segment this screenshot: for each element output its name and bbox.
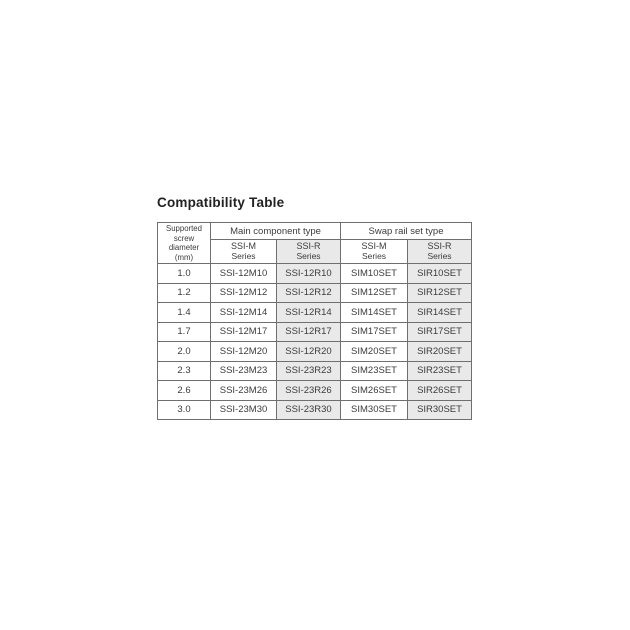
cell-swap-ssi-m: SIM17SET (340, 321, 408, 342)
column-header-line1: SSI-R (296, 241, 321, 252)
cell-main-ssi-r: SSI-12R10 (276, 263, 341, 284)
cell-diameter: 2.3 (157, 360, 211, 381)
cell-swap-ssi-r: SIR30SET (406, 399, 473, 420)
cell-main-ssi-r: SSI-12R20 (276, 341, 341, 362)
cell-main-ssi-r: SSI-23R23 (276, 360, 341, 381)
cell-swap-ssi-m: SIM23SET (340, 360, 408, 381)
cell-diameter: 1.7 (157, 321, 211, 342)
cell-swap-ssi-r: SIR23SET (406, 360, 473, 381)
group-header-row: Supported screw diameter (mm) Main compo… (157, 222, 473, 264)
group-header-swap-rail-set-type: Swap rail set type (339, 222, 473, 240)
subheader-row: SSI-M Series SSI-R Series SSI-M Series S… (158, 239, 473, 264)
cell-swap-ssi-m: SIM30SET (340, 399, 408, 420)
cell-main-ssi-m: SSI-23M30 (210, 399, 277, 420)
column-header-swap-ssi-m-series: SSI-M Series (340, 239, 408, 264)
table-row: 1.7 SSI-12M17 SSI-12R17 SIM17SET SIR17SE… (157, 321, 473, 342)
column-header-line1: SSI-R (427, 241, 452, 252)
group-header-main-component-type: Main component type (210, 222, 341, 240)
cell-main-ssi-m: SSI-12M20 (210, 341, 277, 362)
corner-header-line: (mm) (174, 252, 194, 262)
cell-main-ssi-r: SSI-12R14 (276, 302, 341, 323)
cell-swap-ssi-r: SIR26SET (406, 380, 473, 401)
column-header-line1: SSI-M (361, 241, 387, 252)
column-header-line1: SSI-M (230, 241, 256, 252)
column-header-main-ssi-r-series: SSI-R Series (276, 239, 341, 264)
compatibility-table: Supported screw diameter (mm) Main compo… (157, 222, 473, 420)
column-header-line2: Series (427, 250, 452, 261)
cell-diameter: 1.4 (157, 302, 211, 323)
table-row: 1.0 SSI-12M10 SSI-12R10 SIM10SET SIR10SE… (157, 263, 473, 284)
cell-diameter: 2.6 (157, 380, 211, 401)
table-row: 2.3 SSI-23M23 SSI-23R23 SIM23SET SIR23SE… (157, 360, 473, 381)
cell-swap-ssi-r: SIR10SET (406, 263, 473, 284)
cell-swap-ssi-m: SIM14SET (340, 302, 408, 323)
column-header-line2: Series (361, 250, 387, 261)
cell-swap-ssi-m: SIM26SET (340, 380, 408, 401)
corner-header-line: diameter (168, 243, 200, 252)
cell-main-ssi-m: SSI-23M26 (210, 380, 277, 401)
table-row: 2.6 SSI-23M26 SSI-23R26 SIM26SET SIR26SE… (157, 380, 473, 401)
table-row: 2.0 SSI-12M20 SSI-12R20 SIM20SET SIR20SE… (157, 341, 473, 362)
table-row: 1.2 SSI-12M12 SSI-12R12 SIM12SET SIR12SE… (157, 282, 473, 303)
cell-main-ssi-r: SSI-12R17 (276, 321, 341, 342)
column-header-line2: Series (296, 250, 321, 261)
cell-main-ssi-m: SSI-12M17 (210, 321, 277, 342)
cell-swap-ssi-r: SIR20SET (406, 341, 473, 362)
cell-diameter: 1.0 (157, 263, 211, 284)
cell-swap-ssi-r: SIR17SET (406, 321, 473, 342)
cell-main-ssi-r: SSI-23R30 (276, 399, 341, 420)
cell-diameter: 2.0 (157, 341, 211, 362)
cell-main-ssi-r: SSI-12R12 (276, 282, 341, 303)
cell-main-ssi-m: SSI-12M12 (210, 282, 277, 303)
column-header-line2: Series (231, 250, 256, 261)
cell-swap-ssi-m: SIM12SET (340, 282, 408, 303)
column-header-swap-ssi-r-series: SSI-R Series (406, 239, 473, 264)
table-row: 1.4 SSI-12M14 SSI-12R14 SIM14SET SIR14SE… (157, 302, 473, 323)
cell-main-ssi-m: SSI-12M14 (210, 302, 277, 323)
cell-diameter: 3.0 (157, 399, 211, 420)
cell-main-ssi-r: SSI-23R26 (276, 380, 341, 401)
cell-diameter: 1.2 (157, 282, 211, 303)
corner-header-line: screw (173, 233, 195, 243)
column-header-main-ssi-m-series: SSI-M Series (210, 239, 277, 264)
cell-swap-ssi-m: SIM10SET (340, 263, 408, 284)
compatibility-section: Compatibility Table Supported screw diam… (157, 195, 473, 420)
cell-swap-ssi-r: SIR14SET (406, 302, 473, 323)
cell-swap-ssi-r: SIR12SET (406, 282, 473, 303)
cell-main-ssi-m: SSI-23M23 (210, 360, 277, 381)
cell-main-ssi-m: SSI-12M10 (210, 263, 277, 284)
corner-header-line: Supported (166, 224, 202, 233)
corner-header-supported-screw-diameter: Supported screw diameter (mm) (157, 222, 211, 264)
table-row: 3.0 SSI-23M30 SSI-23R30 SIM30SET SIR30SE… (157, 399, 473, 420)
cell-swap-ssi-m: SIM20SET (340, 341, 408, 362)
page-title: Compatibility Table (157, 195, 285, 210)
